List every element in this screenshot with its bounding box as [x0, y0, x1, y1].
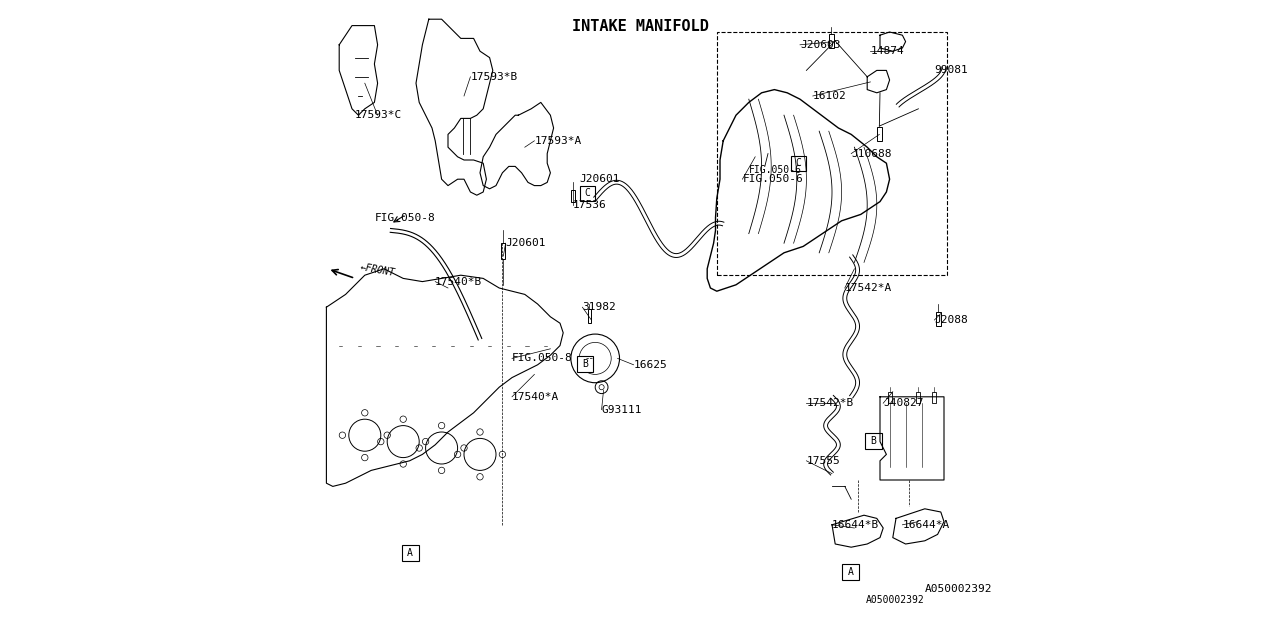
- Text: A050002392: A050002392: [924, 584, 992, 594]
- Text: 17593*B: 17593*B: [471, 72, 517, 82]
- Text: 17540*A: 17540*A: [512, 392, 559, 402]
- Bar: [571, 190, 575, 202]
- Text: 16102: 16102: [813, 91, 846, 101]
- Text: 31982: 31982: [582, 302, 616, 312]
- Text: 16644*A: 16644*A: [902, 520, 950, 530]
- Text: J40827: J40827: [883, 398, 924, 408]
- Text: 17542*B: 17542*B: [806, 398, 854, 408]
- FancyBboxPatch shape: [842, 564, 859, 580]
- Text: J10688: J10688: [851, 148, 892, 159]
- Text: C: C: [796, 158, 801, 168]
- Text: 17555: 17555: [806, 456, 840, 466]
- Text: 16644*B: 16644*B: [832, 520, 879, 530]
- Text: 17593*C: 17593*C: [356, 110, 402, 120]
- Text: FIG.050-8: FIG.050-8: [512, 353, 572, 364]
- Text: 99081: 99081: [934, 65, 968, 76]
- Text: FIG.050-6: FIG.050-6: [742, 174, 803, 184]
- Bar: [829, 34, 835, 48]
- Bar: [888, 392, 892, 403]
- Bar: [502, 243, 506, 259]
- Text: B: B: [870, 436, 877, 446]
- Bar: [936, 312, 941, 326]
- FancyBboxPatch shape: [865, 433, 882, 449]
- Text: 16625: 16625: [634, 360, 667, 370]
- FancyBboxPatch shape: [402, 545, 419, 561]
- Text: A: A: [847, 567, 854, 577]
- FancyBboxPatch shape: [576, 356, 594, 372]
- Text: ←FRONT: ←FRONT: [360, 262, 396, 278]
- Bar: [932, 392, 937, 403]
- Bar: [916, 392, 920, 403]
- Text: A: A: [407, 548, 413, 558]
- Text: J20603: J20603: [800, 40, 841, 50]
- Text: C: C: [585, 188, 590, 198]
- Text: B: B: [582, 359, 588, 369]
- Text: 17536: 17536: [573, 200, 607, 210]
- Text: 17542*A: 17542*A: [845, 283, 892, 293]
- Text: 17540*B: 17540*B: [435, 276, 483, 287]
- Text: J2088: J2088: [934, 315, 968, 325]
- FancyBboxPatch shape: [791, 156, 806, 171]
- Text: 14874: 14874: [870, 46, 904, 56]
- Bar: [717, 32, 947, 275]
- Text: FIG.050-8: FIG.050-8: [374, 212, 435, 223]
- Text: G93111: G93111: [602, 404, 643, 415]
- Text: 17593*A: 17593*A: [535, 136, 581, 146]
- Text: INTAKE MANIFOLD: INTAKE MANIFOLD: [572, 19, 708, 34]
- Bar: [588, 309, 591, 323]
- Text: J20601: J20601: [580, 174, 620, 184]
- Text: A050002392: A050002392: [867, 595, 924, 605]
- FancyBboxPatch shape: [580, 186, 595, 201]
- Text: J20601: J20601: [506, 238, 547, 248]
- Text: FIG.050-6: FIG.050-6: [749, 165, 801, 175]
- Bar: [877, 127, 882, 141]
